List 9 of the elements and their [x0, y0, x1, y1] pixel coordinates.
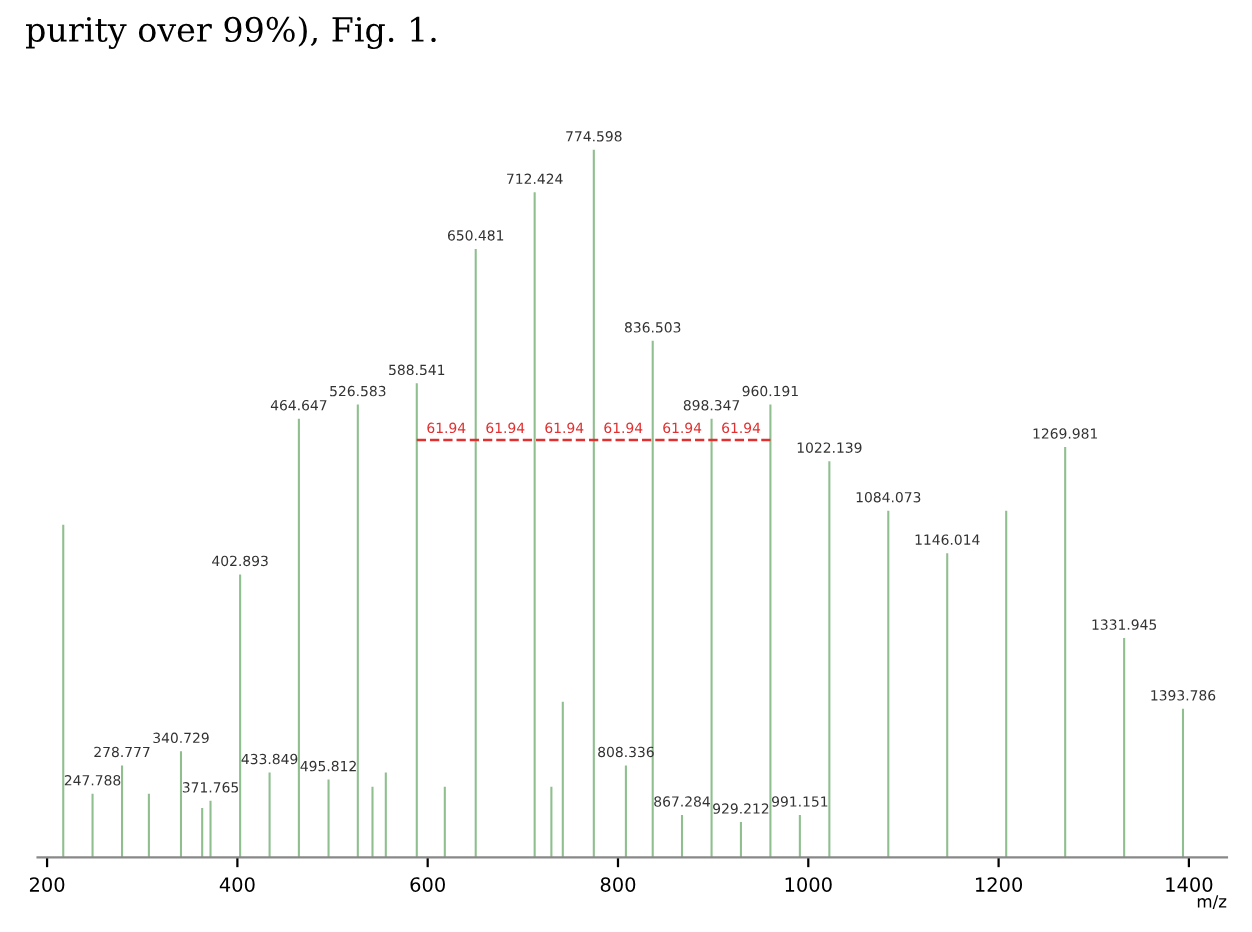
x-tick-label: 600: [410, 877, 445, 892]
x-tick-label: 800: [600, 877, 636, 892]
x-tick-label: 1400: [1166, 877, 1213, 892]
x-tick-label: 200: [29, 877, 65, 892]
x-axis-title: m/z: [1197, 895, 1227, 909]
text: purity over 99%), Fig. 1.: [26, 16, 436, 49]
x-tick-label: 400: [219, 877, 255, 892]
x-tick-label: 1200: [975, 877, 1023, 892]
x-tick-label: 1000: [785, 877, 832, 892]
